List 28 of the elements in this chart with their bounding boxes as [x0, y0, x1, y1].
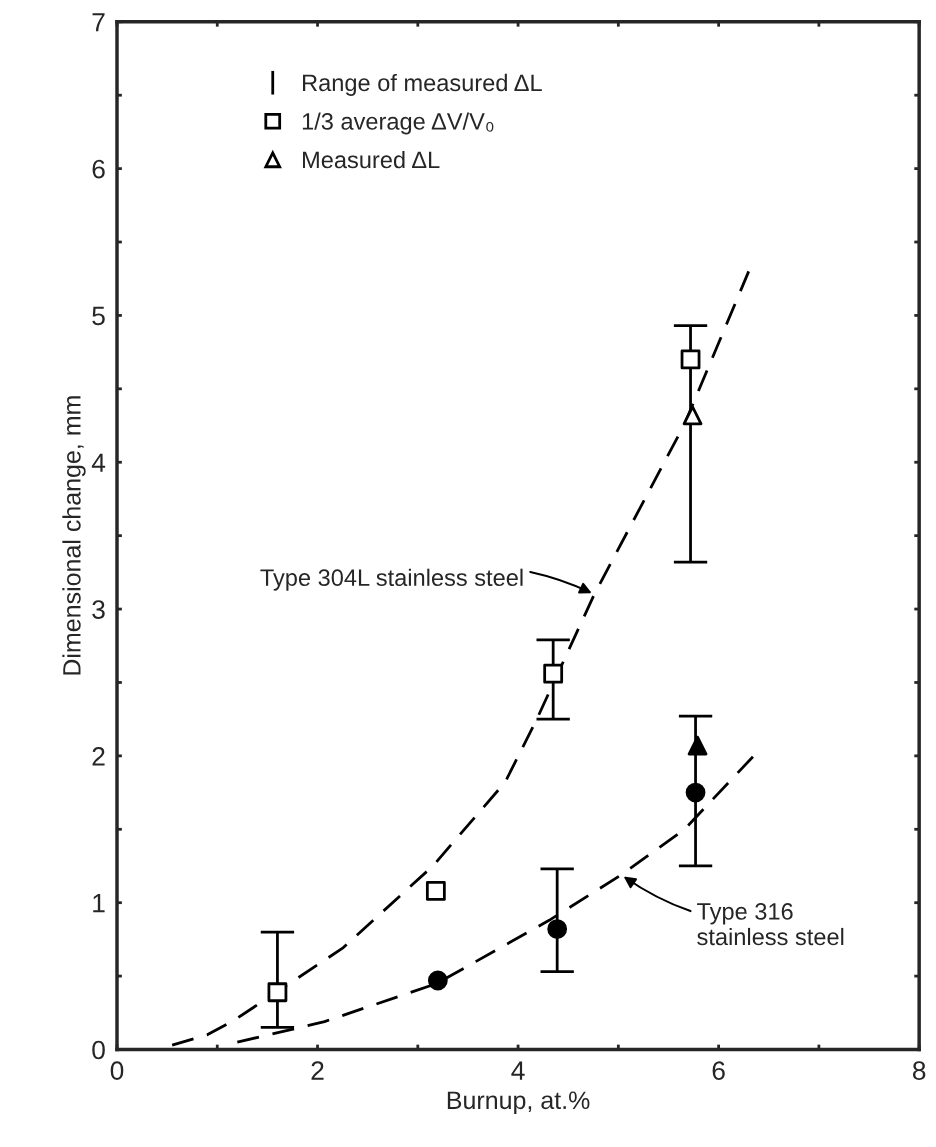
- y-axis-title: Dimensional change, mm: [62, 396, 86, 675]
- point: [427, 970, 448, 991]
- point: [425, 881, 446, 901]
- annotation: Type 316 stainless steel: [697, 903, 844, 946]
- point: [680, 349, 701, 370]
- point: [267, 982, 288, 1003]
- x-tick-label: 2: [311, 1061, 324, 1080]
- y-tick-label: 0: [92, 1040, 105, 1060]
- x-tick-label: 8: [912, 1061, 926, 1080]
- x-tick-label: 0: [110, 1061, 124, 1080]
- point: [543, 663, 564, 684]
- annotation: Range of measured ΔL: [303, 73, 542, 96]
- y-tick-label: 3: [92, 600, 105, 619]
- y-tick-label: 2: [92, 747, 105, 766]
- y-tick-label: 5: [92, 306, 105, 326]
- point: [547, 919, 568, 940]
- y-tick-label: 1: [93, 894, 105, 913]
- legend-label: Measured ΔL: [303, 150, 440, 169]
- annotation: Type 304L stainless steel: [260, 568, 523, 591]
- y-tick-label: 7: [92, 13, 105, 32]
- x-tick-label: 4: [511, 1061, 525, 1080]
- y-tick-label: 6: [92, 159, 105, 179]
- point: [685, 782, 706, 803]
- legend-label: 1/3 average ΔV/V₀: [302, 112, 494, 135]
- x-tick-label: 6: [712, 1061, 725, 1080]
- y-tick-label: 4: [91, 453, 106, 472]
- x-axis-title: Burnup, at.%: [447, 1091, 590, 1115]
- point: [687, 735, 708, 756]
